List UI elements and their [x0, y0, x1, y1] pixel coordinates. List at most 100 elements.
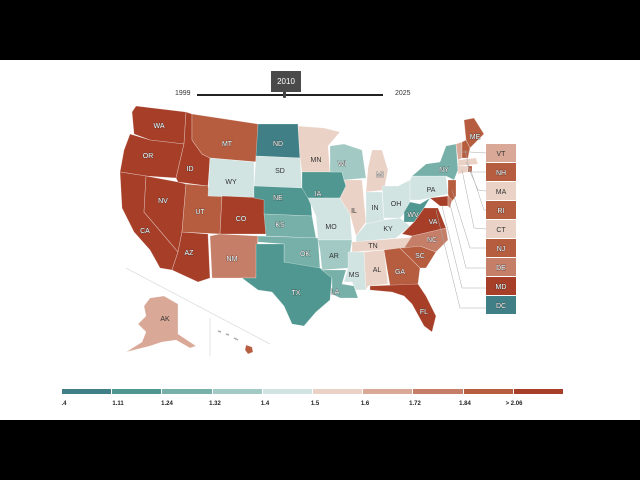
label-ND: ND: [273, 141, 283, 148]
state-WI[interactable]: [329, 143, 367, 181]
box-RI[interactable]: [486, 201, 516, 219]
label-WY: WY: [225, 179, 237, 186]
state-MA-shape[interactable]: [457, 157, 479, 167]
legend-labels: .4 1.11 1.24 1.32 1.4 1.5 1.6 1.72 1.84 …: [0, 401, 640, 411]
label-TX: TX: [292, 290, 301, 297]
label-WA: WA: [153, 123, 164, 130]
slider-start-label: 1999: [175, 90, 191, 97]
box-label-DE: DE: [496, 265, 506, 272]
box-label-RI: RI: [498, 208, 505, 215]
label-OK: OK: [300, 251, 310, 258]
label-NV: NV: [158, 198, 168, 205]
box-DC[interactable]: [486, 296, 516, 314]
us-map: WA OR CA ID NV AZ UT MT WY CO NM ND SD N…: [119, 105, 516, 356]
state-GA[interactable]: [383, 247, 421, 287]
state-MD-shape[interactable]: [429, 195, 449, 207]
state-AR[interactable]: [317, 239, 353, 271]
map-stage: 1999 2010 2025: [0, 60, 640, 420]
hawaii-islands: [217, 330, 239, 341]
small-states-boxes: VT NH MA RI CT NJ DE MD DC: [486, 144, 516, 314]
box-label-NH: NH: [496, 170, 506, 177]
label-WI: WI: [338, 161, 347, 168]
label-GA: GA: [395, 269, 405, 276]
box-NH[interactable]: [486, 163, 516, 181]
color-legend: [62, 389, 564, 395]
state-LA[interactable]: [321, 269, 359, 299]
box-NJ[interactable]: [486, 239, 516, 257]
label-ME: ME: [470, 134, 481, 141]
state-NM[interactable]: [209, 233, 259, 279]
legend-swatch-9: [513, 389, 564, 394]
legend-swatch-2: [162, 389, 212, 394]
state-AL[interactable]: [363, 249, 389, 292]
label-AK: AK: [160, 316, 170, 323]
slider-end-label: 2025: [395, 90, 411, 97]
label-MN: MN: [311, 157, 322, 164]
state-DE-shape[interactable]: [447, 195, 453, 209]
legend-swatch-5: [313, 389, 363, 394]
state-OR[interactable]: [119, 133, 185, 179]
state-NY[interactable]: [411, 143, 459, 181]
state-TX[interactable]: [241, 243, 333, 327]
box-label-NJ: NJ: [497, 246, 506, 253]
box-DE[interactable]: [486, 258, 516, 276]
legend-label-7: 1.72: [409, 401, 421, 407]
legend-swatch-3: [212, 389, 262, 394]
box-label-VT: VT: [497, 151, 507, 158]
state-AK[interactable]: [125, 295, 197, 353]
label-MO: MO: [325, 224, 337, 231]
state-WY[interactable]: [207, 157, 255, 199]
box-CT[interactable]: [486, 220, 516, 238]
label-NE: NE: [273, 195, 283, 202]
legend-label-5: 1.5: [310, 401, 320, 407]
year-slider[interactable]: 1999 2010 2025: [0, 60, 640, 100]
leader-lines: [435, 149, 487, 309]
legend-swatch-4: [262, 389, 313, 394]
label-SC: SC: [415, 253, 425, 260]
label-IA: IA: [315, 191, 322, 198]
label-VA: VA: [429, 219, 438, 226]
label-LA: LA: [331, 289, 340, 296]
label-IL: IL: [351, 208, 357, 215]
label-PA: PA: [427, 187, 436, 194]
legend-label-0: .4: [61, 401, 67, 407]
state-AZ[interactable]: [171, 231, 211, 283]
state-KS[interactable]: [263, 213, 317, 239]
legend-swatch-6: [363, 389, 413, 394]
legend-swatch-1: [112, 389, 162, 394]
legend-label-4: 1.4: [260, 401, 270, 407]
legend-label-9: > 2.06: [505, 401, 523, 407]
box-label-DC: DC: [496, 303, 506, 310]
box-MA[interactable]: [486, 182, 516, 200]
state-IL[interactable]: [339, 179, 367, 237]
label-IN: IN: [372, 205, 379, 212]
label-AR: AR: [329, 253, 339, 260]
state-NH-shape[interactable]: [461, 139, 471, 159]
legend-label-6: 1.6: [360, 401, 370, 407]
label-MT: MT: [222, 141, 233, 148]
state-IA[interactable]: [301, 171, 347, 199]
label-AZ: AZ: [185, 250, 195, 257]
legend-label-8: 1.84: [459, 401, 471, 407]
state-WV[interactable]: [403, 197, 431, 223]
slider-track[interactable]: [197, 94, 383, 96]
legend-label-3: 1.32: [209, 401, 221, 407]
slider-thumb[interactable]: [283, 91, 286, 98]
label-KS: KS: [275, 222, 285, 229]
box-label-MD: MD: [496, 284, 507, 291]
state-FL[interactable]: [369, 283, 437, 333]
label-UT: UT: [195, 209, 205, 216]
state-HI[interactable]: [244, 344, 254, 355]
box-VT[interactable]: [486, 144, 516, 162]
label-OH: OH: [391, 201, 402, 208]
state-CT-shape[interactable]: [457, 165, 469, 175]
state-MN[interactable]: [297, 125, 341, 173]
label-WV: WV: [407, 212, 419, 219]
legend-label-2: 1.24: [161, 401, 173, 407]
state-CO[interactable]: [219, 195, 267, 235]
label-NC: NC: [427, 237, 437, 244]
box-label-CT: CT: [496, 227, 506, 234]
state-ME[interactable]: [463, 117, 485, 149]
label-OR: OR: [143, 153, 154, 160]
box-MD[interactable]: [486, 277, 516, 295]
